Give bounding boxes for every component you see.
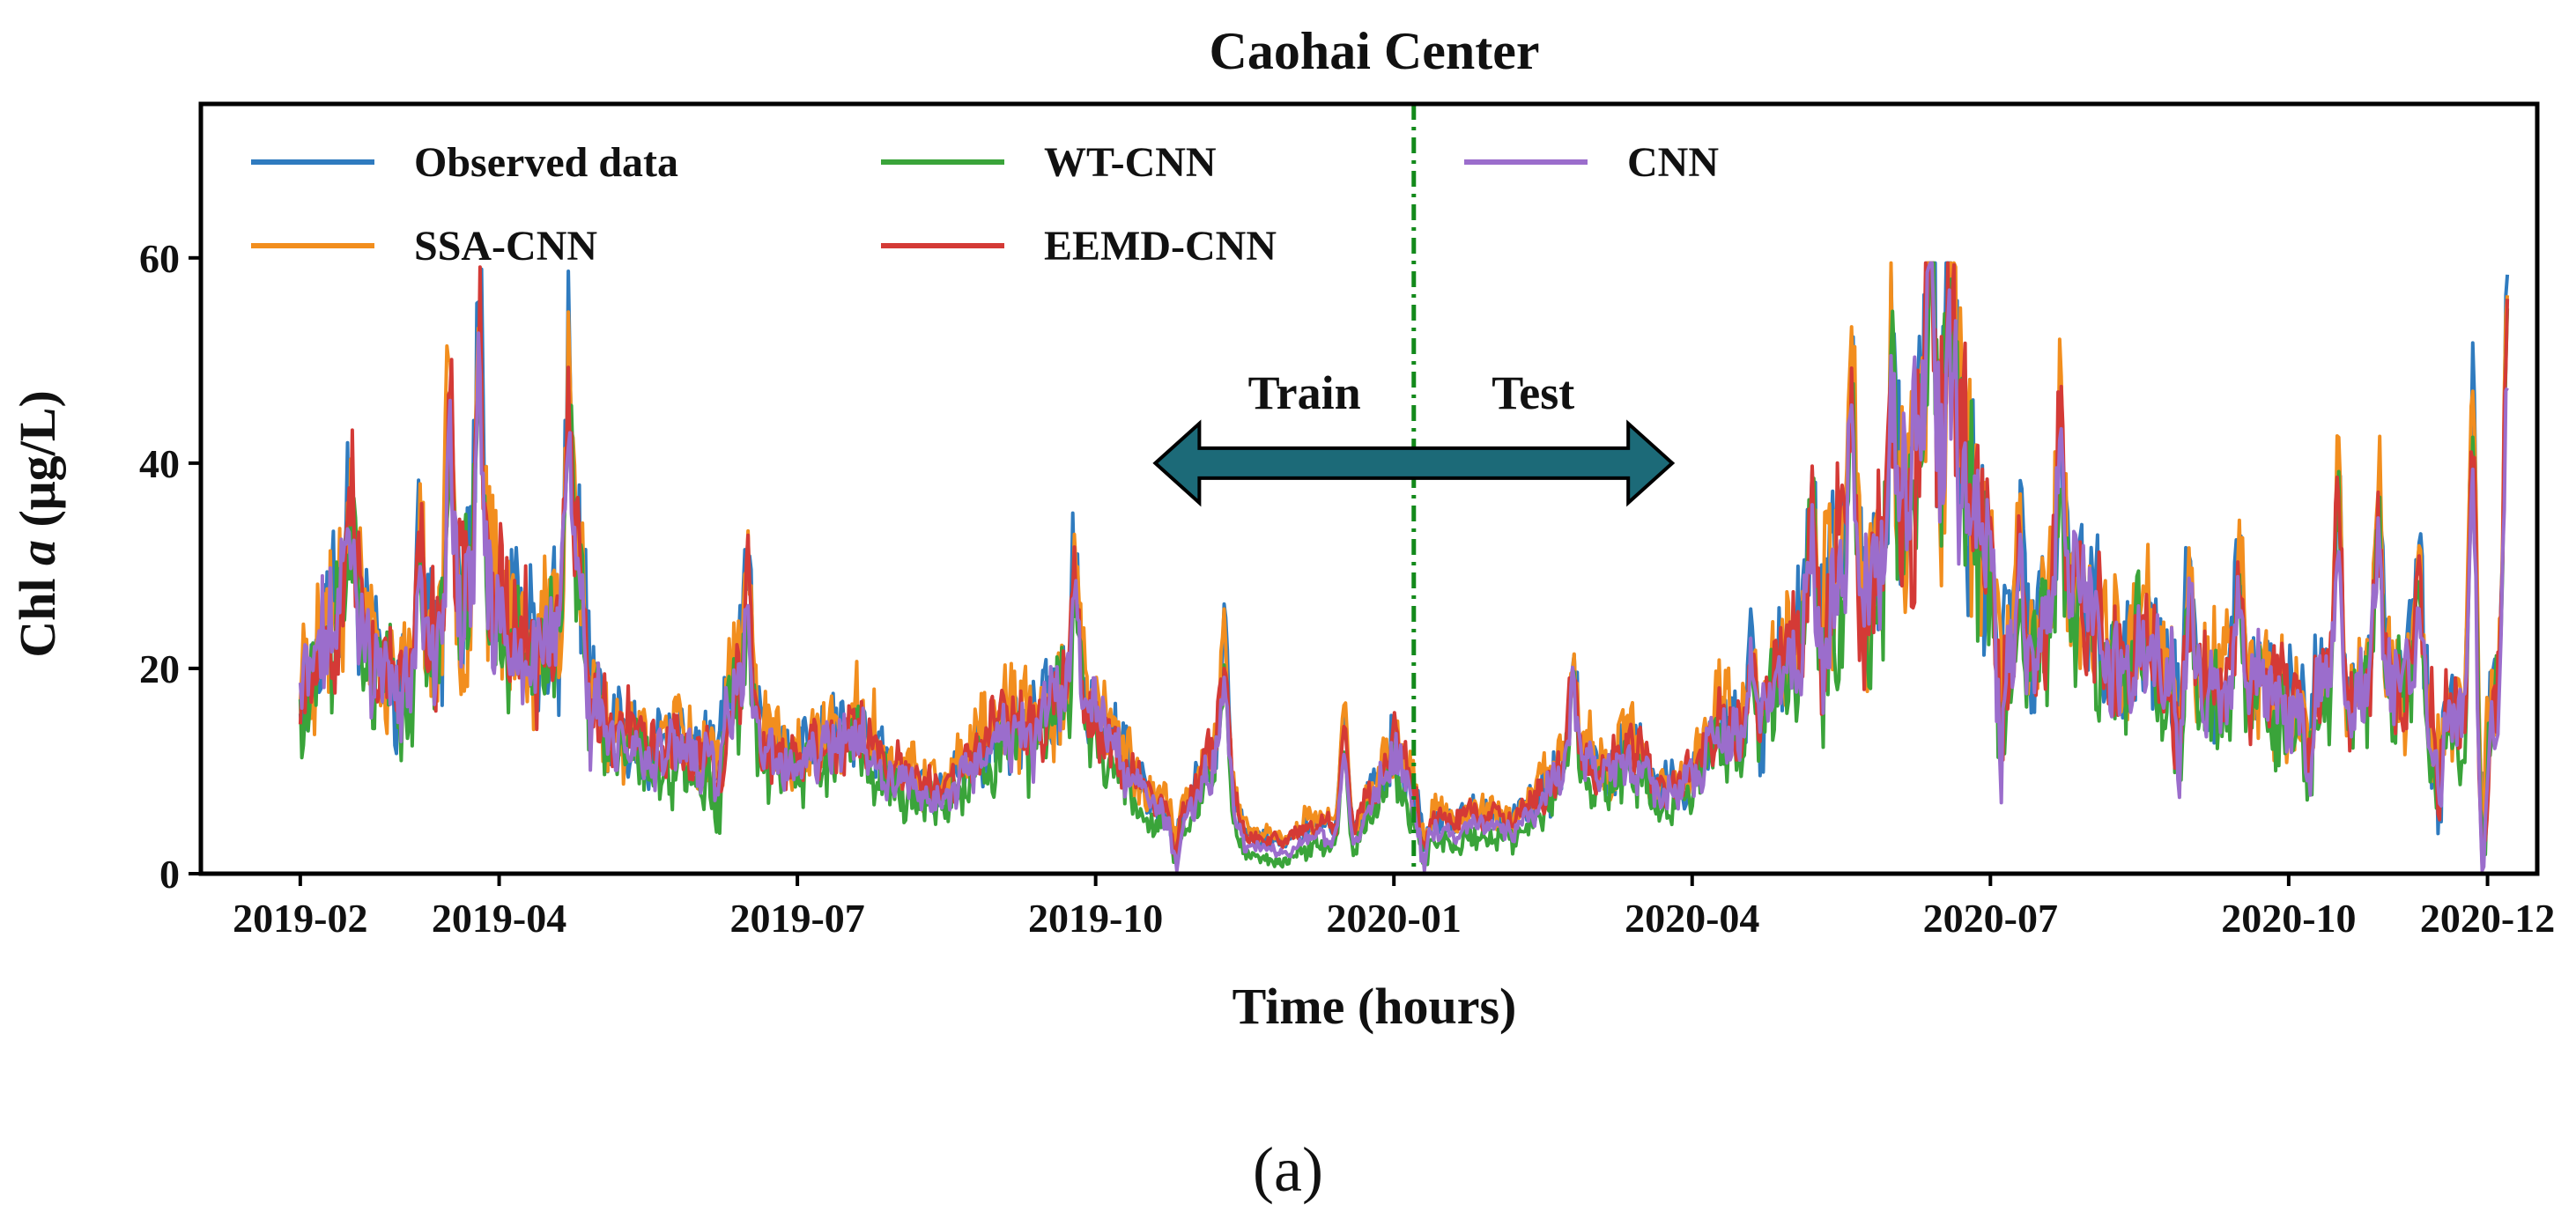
legend-label: Observed data bbox=[414, 139, 678, 186]
x-axis: 2019-02 2019-04 2019-07 2019-10 2020-01 2020-… bbox=[233, 874, 2555, 941]
plot-frame bbox=[198, 101, 2540, 876]
x-tick-label: 2019-07 bbox=[729, 896, 864, 941]
double-arrow-shape bbox=[1152, 419, 1676, 507]
x-tick-label: 2020-01 bbox=[1327, 896, 1462, 941]
y-tick-label: 60 bbox=[139, 236, 180, 281]
x-tick-label: 2020-12 bbox=[2420, 896, 2555, 941]
y-tick-label: 20 bbox=[139, 646, 180, 691]
x-tick-label: 2019-02 bbox=[233, 896, 367, 941]
y-axis-label: Chl a (μg/L) bbox=[9, 390, 66, 658]
x-tick-label: 2020-10 bbox=[2221, 896, 2356, 941]
legend: Observed data SSA-CNN WT-CNN EEMD-CNN CNN bbox=[251, 139, 1719, 270]
x-tick-label: 2019-10 bbox=[1028, 896, 1163, 941]
x-tick-label: 2019-04 bbox=[432, 896, 566, 941]
legend-label: CNN bbox=[1627, 139, 1719, 186]
y-tick-label: 40 bbox=[139, 441, 180, 486]
y-axis: 0 20 40 60 bbox=[139, 236, 201, 897]
y-axis-label-prefix: Chl bbox=[9, 565, 66, 658]
chart-title: Caohai Center bbox=[1210, 22, 1540, 80]
test-label: Test bbox=[1492, 366, 1574, 419]
train-label: Train bbox=[1248, 366, 1361, 419]
x-tick-label: 2020-07 bbox=[1923, 896, 2058, 941]
y-tick-label: 0 bbox=[159, 852, 180, 897]
panel-caption: (a) bbox=[1253, 1134, 1323, 1205]
y-axis-label-italic: a bbox=[9, 540, 66, 565]
legend-label: SSA-CNN bbox=[414, 223, 597, 270]
x-tick-label: 2020-04 bbox=[1625, 896, 1759, 941]
legend-label: EEMD-CNN bbox=[1044, 223, 1277, 270]
series-line bbox=[298, 261, 2509, 873]
legend-label: WT-CNN bbox=[1044, 139, 1217, 186]
train-test-arrow bbox=[1152, 419, 1676, 507]
y-axis-label-suffix: (μg/L) bbox=[9, 390, 66, 540]
plot-area bbox=[298, 261, 2510, 873]
x-axis-label: Time (hours) bbox=[1232, 978, 1517, 1035]
